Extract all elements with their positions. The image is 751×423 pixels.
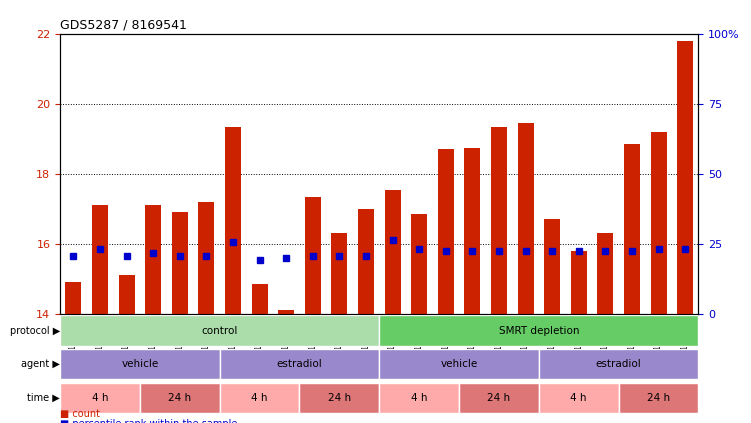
- Text: 24 h: 24 h: [487, 393, 511, 403]
- FancyBboxPatch shape: [60, 316, 379, 346]
- FancyBboxPatch shape: [60, 383, 140, 413]
- Bar: [331, 233, 347, 314]
- Bar: [624, 144, 640, 314]
- Bar: [305, 197, 321, 314]
- Bar: [544, 219, 560, 314]
- Text: 24 h: 24 h: [327, 393, 351, 403]
- Bar: [358, 209, 374, 314]
- Bar: [464, 148, 481, 314]
- Text: estradiol: estradiol: [276, 359, 322, 369]
- Bar: [491, 126, 507, 314]
- Text: vehicle: vehicle: [440, 359, 478, 369]
- Bar: [438, 149, 454, 314]
- Bar: [119, 275, 134, 314]
- Text: 4 h: 4 h: [571, 393, 587, 403]
- FancyBboxPatch shape: [379, 383, 459, 413]
- Bar: [597, 233, 614, 314]
- FancyBboxPatch shape: [379, 316, 698, 346]
- Text: time ▶: time ▶: [27, 393, 60, 403]
- Bar: [677, 41, 693, 314]
- Bar: [385, 190, 400, 314]
- FancyBboxPatch shape: [539, 349, 698, 379]
- FancyBboxPatch shape: [300, 383, 379, 413]
- Bar: [65, 282, 81, 314]
- Bar: [225, 126, 241, 314]
- Text: 4 h: 4 h: [252, 393, 268, 403]
- FancyBboxPatch shape: [619, 383, 698, 413]
- FancyBboxPatch shape: [459, 383, 539, 413]
- Text: vehicle: vehicle: [121, 359, 158, 369]
- Bar: [252, 284, 267, 314]
- Text: agent ▶: agent ▶: [21, 359, 60, 369]
- Bar: [278, 310, 294, 314]
- FancyBboxPatch shape: [379, 349, 539, 379]
- Text: ■ percentile rank within the sample: ■ percentile rank within the sample: [60, 419, 237, 423]
- FancyBboxPatch shape: [539, 383, 619, 413]
- Text: 4 h: 4 h: [411, 393, 427, 403]
- Text: 24 h: 24 h: [168, 393, 192, 403]
- FancyBboxPatch shape: [60, 349, 220, 379]
- Bar: [172, 212, 188, 314]
- Bar: [650, 132, 667, 314]
- Text: GDS5287 / 8169541: GDS5287 / 8169541: [60, 18, 187, 31]
- Bar: [517, 123, 533, 314]
- Text: 24 h: 24 h: [647, 393, 670, 403]
- Bar: [412, 214, 427, 314]
- FancyBboxPatch shape: [220, 349, 379, 379]
- FancyBboxPatch shape: [220, 383, 300, 413]
- Text: SMRT depletion: SMRT depletion: [499, 326, 579, 335]
- Bar: [571, 251, 587, 314]
- Text: estradiol: estradiol: [596, 359, 641, 369]
- Text: ■ count: ■ count: [60, 409, 100, 419]
- Text: 4 h: 4 h: [92, 393, 108, 403]
- Text: control: control: [201, 326, 238, 335]
- FancyBboxPatch shape: [140, 383, 220, 413]
- Bar: [145, 205, 161, 314]
- Text: protocol ▶: protocol ▶: [10, 326, 60, 335]
- Bar: [92, 205, 108, 314]
- Bar: [198, 202, 214, 314]
